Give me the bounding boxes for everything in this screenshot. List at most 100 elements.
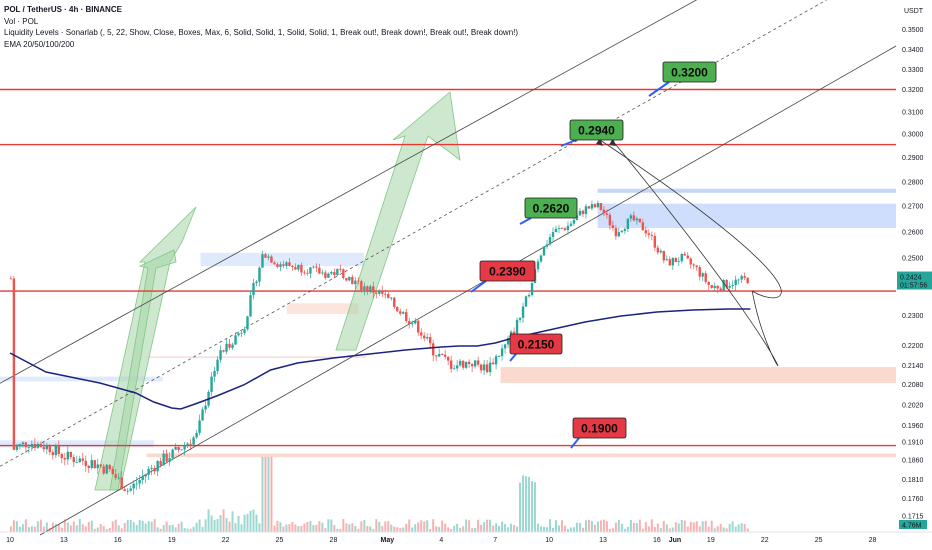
volume-bar [396,527,399,532]
candle-body [168,458,171,462]
time-tick-label: 10 [6,537,14,544]
candle-body [69,451,72,458]
candle-body [237,333,240,336]
price-target-callout[interactable]: 0.2150 [509,333,563,362]
volume-badge [899,520,927,529]
volume-bar [273,525,276,532]
volume-bar [608,528,611,532]
volume-bar [213,519,216,532]
candle [689,257,692,269]
candle-body [518,317,522,320]
candle-body [464,361,468,368]
candle-body [159,461,162,466]
volume-bar [653,526,656,532]
legend-liquidity-levels[interactable]: Liquidity Levels · Sonarlab (, 5, 22, Sh… [4,28,519,37]
price-target-callout[interactable]: 0.2620 [519,197,578,225]
volume-bar [554,520,557,532]
candle-body [662,250,666,261]
ema-line [9,308,751,410]
candle [204,401,207,414]
candle [563,226,567,231]
candle-body [261,254,264,268]
volume-bar [255,514,258,532]
volume-bar [363,520,366,532]
price-target-callout[interactable]: 0.2940 [560,119,624,147]
volume-bar [318,521,321,532]
candle [396,306,399,313]
candle-body [623,228,627,231]
time-tick-label: 7 [493,537,497,544]
volume-bar [468,520,471,532]
volume-bar [33,526,36,532]
candle [156,459,159,477]
volume-bar [9,526,12,532]
volume-bar [267,457,270,532]
price-tick-label: 0.1760 [902,496,924,503]
candle [333,268,336,279]
candle-body [599,203,603,210]
legend-symbol[interactable]: POL / TetherUS · 4h · BINANCE [4,5,122,14]
legend-ema[interactable]: EMA 20/50/100/200 [4,39,75,49]
volume-bar [147,521,150,532]
price-target-callout[interactable]: 0.3200 [648,61,717,97]
candle-body [231,344,234,348]
candle-body [42,447,46,450]
candle-body [183,445,186,450]
volume-bar [120,528,123,532]
candle [243,326,246,336]
volume-bar [27,527,30,532]
candle [599,202,603,212]
time-tick-label: 13 [60,537,68,544]
candle [312,265,315,269]
price-target-callout[interactable]: 0.2390 [470,260,536,293]
volume-bar [357,528,360,532]
volume-bar [372,528,375,532]
volume-bar [596,521,599,532]
candle-body [153,467,156,472]
candle [650,231,654,241]
candle-body [545,244,549,247]
legend-volume[interactable]: Vol · POL [4,16,39,26]
volume-bar [315,524,318,532]
candle-body [497,356,501,357]
candle-body [324,272,327,278]
candle-body [60,453,64,459]
candle [452,364,456,370]
volume-bar [632,523,635,532]
volume-bar [462,526,465,532]
candle-body [638,218,642,223]
candle [417,320,420,336]
candle [102,463,105,476]
volume-bar [78,519,81,532]
candle-body [348,276,351,281]
volume-bar [569,527,572,532]
candle-body [434,355,438,357]
candle [590,200,594,211]
candle-body [716,285,719,289]
candle [294,263,297,271]
candle-body [596,203,600,208]
candle [261,250,264,268]
candle [671,256,674,270]
volume-bar [566,528,569,532]
time-tick-label: 19 [168,537,176,544]
volume-bar [126,519,129,532]
volume-bar [360,521,363,532]
candle [153,465,156,475]
candle-body [54,445,58,456]
candle [644,226,648,237]
candle-body [665,259,669,261]
price-target-callout[interactable]: 0.1900 [570,417,627,449]
candle-body [680,253,683,262]
candle-body [123,489,126,491]
candle-body [689,258,692,265]
volume-bar [581,527,584,532]
volume-bar [402,527,405,532]
volume-bar [324,528,327,532]
volume-bar [369,526,372,532]
candle [488,356,492,376]
callout-box [662,61,717,83]
